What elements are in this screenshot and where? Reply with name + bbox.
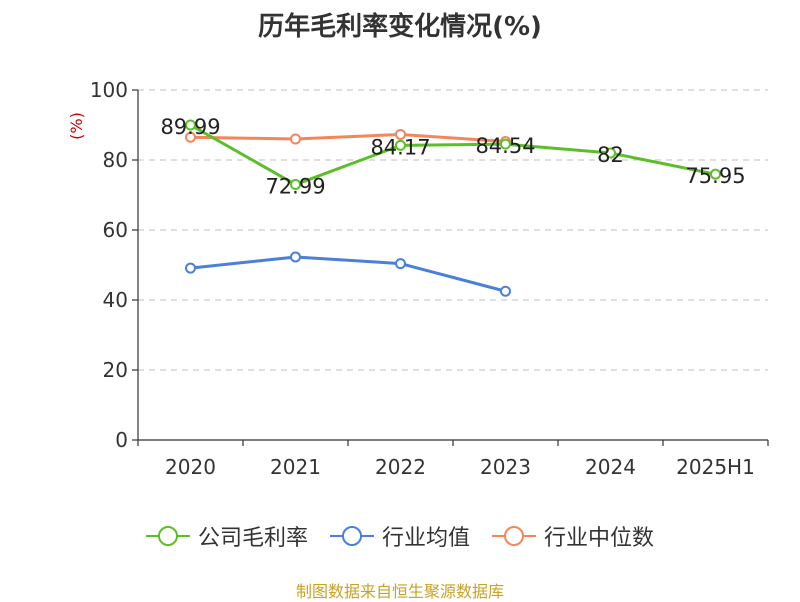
legend-item-company[interactable]: 公司毛利率 — [145, 520, 308, 552]
x-tick-label-2022: 2022 — [375, 455, 426, 479]
series-1-point-2023 — [500, 285, 511, 297]
data-label-2021: 72.99 — [265, 175, 325, 199]
series-1-point-2020 — [185, 262, 196, 274]
y-tick-label-20: 20 — [103, 358, 128, 382]
series-2-point-2022 — [395, 128, 406, 140]
series-0-point-2024 — [605, 147, 616, 159]
series-1-point-2021 — [290, 251, 301, 263]
series-2-line — [190, 132, 506, 143]
series-0-point-2020 — [185, 119, 196, 131]
series-0-point-2021 — [290, 179, 301, 191]
x-tick-label-2023: 2023 — [480, 455, 531, 479]
y-tick-label-80: 80 — [103, 148, 128, 172]
series-2-point-2020 — [185, 131, 196, 143]
data-label-2022: 84.17 — [370, 135, 430, 159]
x-tick-label-2020: 2020 — [165, 455, 216, 479]
legend-item-industry-mean[interactable]: 行业均值 — [329, 520, 470, 552]
legend-label-industry-mean: 行业均值 — [381, 526, 470, 551]
legend-label-industry-median: 行业中位数 — [544, 526, 655, 551]
x-tick-label-2024: 2024 — [585, 455, 636, 479]
series-0-point-2023 — [500, 138, 511, 150]
y-tick-label-0: 0 — [115, 428, 128, 452]
data-labels: 89.99 72.99 84.17 84.54 82 75.95 — [160, 115, 745, 199]
series-1-line — [190, 255, 506, 293]
x-tick-label-2025H1: 2025H1 — [676, 455, 755, 479]
series-0-point-2022 — [395, 139, 406, 151]
legend: 公司毛利率 行业均值 行业中位数 — [0, 520, 800, 552]
grid-lines — [138, 89, 768, 371]
chart-title: 历年毛利率变化情况(%) — [258, 12, 542, 42]
legend-label-company: 公司毛利率 — [197, 526, 308, 551]
data-label-2023: 84.54 — [475, 134, 535, 158]
data-label-2024: 82 — [597, 143, 624, 167]
y-tick-label-40: 40 — [103, 288, 128, 312]
series-1-point-2022 — [395, 258, 406, 270]
source-note: 制图数据来自恒生聚源数据库 — [295, 582, 504, 601]
legend-swatch-industry-mean — [329, 524, 374, 548]
legend-swatch-company — [145, 524, 190, 548]
x-tick-label-2021: 2021 — [270, 455, 321, 479]
series-2-point-2021 — [290, 133, 301, 145]
series-0-line — [189, 123, 716, 187]
series-0-point-2025H1 — [710, 168, 721, 180]
data-label-2025H1: 75.95 — [685, 164, 745, 188]
legend-swatch-industry-median — [492, 524, 536, 548]
series-layer — [185, 119, 721, 297]
legend-item-industry-median[interactable]: 行业中位数 — [492, 520, 654, 552]
y-tick-label-60: 60 — [103, 218, 128, 242]
axes: 0 20 40 60 80 100 2020 2021 2022 2023 2024 2025H1 (%… — [67, 78, 769, 479]
data-label-2020: 89.99 — [160, 115, 220, 139]
y-tick-label-100: 100 — [90, 78, 128, 102]
y-axis-unit-label: (%) — [67, 112, 86, 140]
